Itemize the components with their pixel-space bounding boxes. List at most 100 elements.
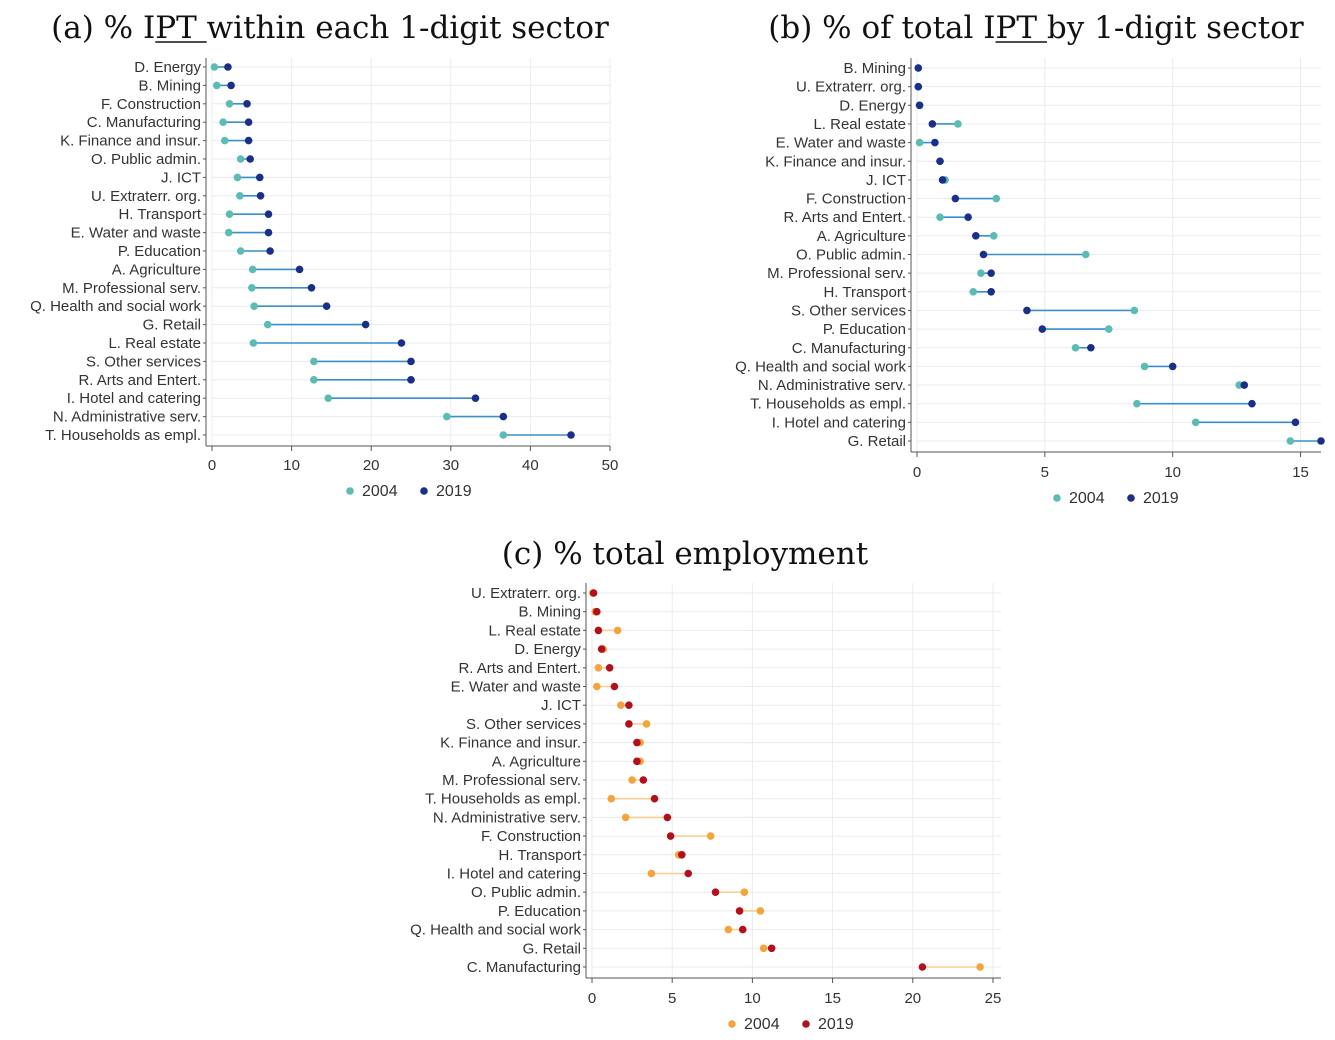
point-2019-b-mining [593, 607, 601, 616]
category-label-d-energy: D. Energy [514, 641, 581, 658]
point-2004-i-hotel-and-catering [324, 394, 333, 403]
point-2004-i-hotel-and-catering [647, 869, 656, 878]
point-2004-r-arts-and-entert [594, 664, 603, 672]
point-2004-e-water-and-waste [593, 682, 601, 691]
point-2004-f-construction [992, 194, 1001, 203]
point-2019-j-ict [255, 173, 264, 182]
point-2019-j-ict [938, 176, 947, 184]
category-label-k-finance-and-insur: K. Finance and insur. [440, 735, 581, 752]
category-label-h-transport: H. Transport [823, 284, 906, 301]
point-2019-s-other-services [1023, 306, 1031, 315]
category-label-a-agriculture: A. Agriculture [492, 753, 581, 770]
point-2004-t-households-as-empl [1133, 399, 1141, 408]
point-2004-q-health-and-social-work [1140, 362, 1149, 371]
point-2004-m-professional-serv [628, 776, 636, 784]
x-tick-label: 50 [602, 457, 619, 474]
category-label-f-construction: F. Construction [481, 828, 581, 845]
x-tick-label: 5 [668, 990, 676, 1007]
category-label-e-water-and-waste: E. Water and waste [451, 679, 581, 696]
legend-marker-2019 [802, 1020, 810, 1028]
category-label-h-transport: H. Transport [498, 847, 581, 864]
legend: 2004 2019 [346, 483, 472, 500]
category-label-n-administrative-serv: N. Administrative serv. [758, 377, 906, 394]
point-2019-b-mining [914, 64, 923, 72]
point-2019-p-education [266, 247, 274, 255]
category-label-o-public-admin: O. Public admin. [91, 151, 201, 168]
point-2004-e-water-and-waste [224, 228, 233, 237]
point-2004-g-retail [263, 320, 272, 329]
point-2019-q-health-and-social-work [322, 302, 331, 311]
category-label-i-hotel-and-catering: I. Hotel and catering [772, 414, 906, 431]
category-label-m-professional-serv: M. Professional serv. [767, 265, 906, 282]
x-tick-label: 15 [824, 990, 841, 1007]
point-2004-t-households-as-empl [499, 431, 508, 439]
point-2004-i-hotel-and-catering [1191, 418, 1200, 427]
category-label-k-finance-and-insur: K. Finance and insur. [60, 133, 201, 150]
legend-marker-2004 [728, 1020, 736, 1028]
category-label-q-health-and-social-work: Q. Health and social work [410, 922, 581, 939]
category-label-r-arts-and-entert: R. Arts and Entert. [78, 372, 201, 389]
category-label-h-transport: H. Transport [118, 206, 201, 223]
legend: 2004 2019 [1053, 490, 1179, 507]
point-2019-j-ict [625, 701, 633, 709]
category-label-l-real-estate: L. Real estate [488, 622, 581, 639]
point-2019-r-arts-and-entert [605, 664, 614, 672]
point-2004-h-transport [969, 288, 978, 296]
category-label-b-mining: B. Mining [138, 77, 201, 94]
point-2019-u-extraterr-org [589, 589, 598, 597]
point-2019-m-professional-serv [987, 269, 995, 277]
point-2004-p-education [756, 907, 765, 915]
point-2004-l-real-estate [954, 120, 962, 128]
point-2019-u-extraterr-org [914, 82, 923, 91]
x-tick-label: 5 [1041, 464, 1049, 481]
category-label-i-hotel-and-catering: I. Hotel and catering [447, 866, 581, 883]
chart-title: (b) % of total IPT by 1-digit sector [768, 10, 1304, 46]
point-2019-k-finance-and-insur [633, 738, 641, 747]
point-2004-o-public-admin [740, 888, 749, 896]
category-label-j-ict: J. ICT [161, 169, 201, 186]
point-2019-i-hotel-and-catering [1291, 418, 1300, 427]
point-2004-m-professional-serv [248, 284, 256, 292]
point-2004-k-finance-and-insur [220, 136, 229, 145]
point-2019-s-other-services [625, 720, 633, 728]
point-2019-c-manufacturing [918, 963, 927, 971]
point-2004-a-agriculture [989, 232, 998, 240]
point-2019-e-water-and-waste [610, 682, 619, 691]
category-label-q-health-and-social-work: Q. Health and social work [735, 358, 906, 375]
point-2004-u-extraterr-org [236, 192, 244, 200]
category-label-n-administrative-serv: N. Administrative serv. [433, 809, 581, 826]
point-2019-l-real-estate [928, 120, 937, 128]
point-2004-q-health-and-social-work [250, 302, 258, 311]
point-2004-c-manufacturing [1071, 343, 1080, 352]
point-2004-q-health-and-social-work [724, 925, 733, 934]
category-label-d-energy: D. Energy [839, 97, 906, 114]
point-2019-f-construction [951, 194, 960, 203]
point-2019-i-hotel-and-catering [471, 394, 480, 403]
legend-label-2019: 2019 [1143, 490, 1179, 507]
x-tick-label: 20 [363, 457, 380, 474]
category-label-i-hotel-and-catering: I. Hotel and catering [67, 390, 201, 407]
point-2019-f-construction [243, 100, 251, 108]
category-label-m-professional-serv: M. Professional serv. [442, 772, 581, 789]
point-2019-p-education [1038, 325, 1047, 333]
point-2004-t-households-as-empl [607, 794, 616, 803]
legend-marker-2019 [420, 487, 428, 495]
x-tick-label: 10 [283, 457, 300, 474]
x-tick-label: 0 [913, 464, 921, 481]
point-2019-g-retail [1317, 437, 1325, 445]
legend-label-2004: 2004 [362, 483, 398, 500]
point-2004-s-other-services [642, 720, 651, 728]
category-label-j-ict: J. ICT [541, 697, 581, 714]
point-2004-l-real-estate [249, 339, 258, 347]
category-label-c-manufacturing: C. Manufacturing [467, 959, 581, 976]
category-label-a-agriculture: A. Agriculture [112, 261, 201, 278]
point-2004-s-other-services [310, 357, 318, 366]
point-2019-m-professional-serv [307, 284, 316, 292]
category-label-p-education: P. Education [823, 321, 906, 338]
legend-marker-2004 [1053, 494, 1061, 502]
category-label-o-public-admin: O. Public admin. [796, 247, 906, 264]
point-2019-c-manufacturing [244, 118, 253, 126]
legend-label-2004: 2004 [744, 1016, 780, 1033]
x-tick-label: 25 [985, 990, 1002, 1007]
category-label-a-agriculture: A. Agriculture [817, 228, 906, 245]
